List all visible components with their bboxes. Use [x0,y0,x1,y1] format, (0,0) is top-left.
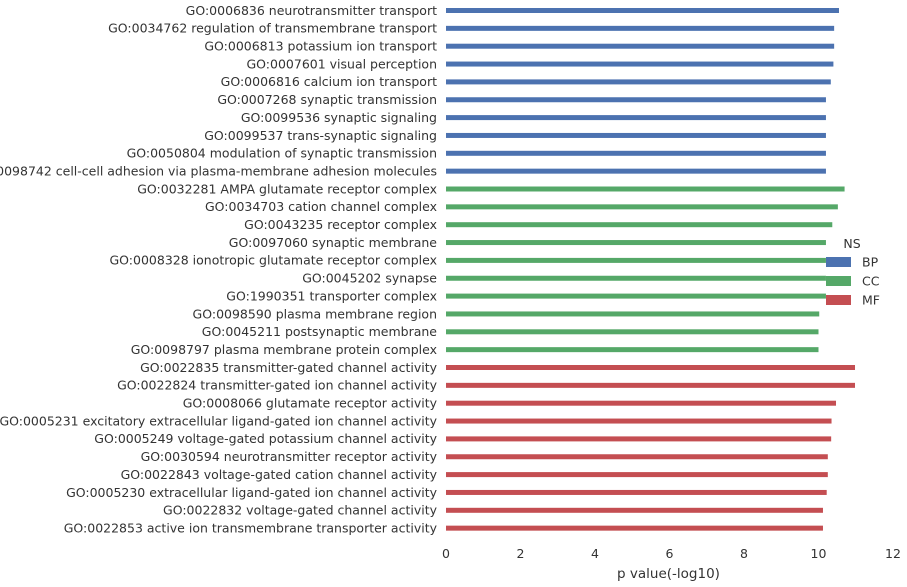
category-label: GO:0045211 postsynaptic membrane [202,324,438,339]
category-label: GO:1990351 transporter complex [226,288,437,303]
legend-swatch-mf [826,295,851,305]
bar-18 [446,311,820,317]
bar-13 [446,222,833,228]
category-label: GO:0022832 voltage-gated channel activit… [163,503,438,518]
category-label: GO:0006813 potassium ion transport [204,39,437,54]
bar-6 [446,97,826,103]
category-label: GO:0098742 cell-cell adhesion via plasma… [0,163,437,178]
category-label: GO:0008066 glutamate receptor activity [183,396,438,411]
x-tick-label: 12 [885,546,901,561]
bar-16 [446,275,826,281]
category-label: GO:0005249 voltage-gated potassium chann… [94,431,437,446]
bar-21 [446,365,856,370]
category-label: GO:0032281 AMPA glutamate receptor compl… [137,181,437,196]
category-label: GO:0099537 trans-synaptic signaling [204,128,437,143]
category-label: GO:0099536 synaptic signaling [241,110,437,125]
x-tick-label: 8 [740,546,748,561]
bar-4 [446,61,834,67]
category-label: GO:0030594 neurotransmitter receptor act… [141,449,438,464]
category-label: GO:0007601 visual perception [246,56,437,71]
bar-17 [446,293,826,299]
x-tick-label: 4 [591,546,599,561]
bar-5 [446,79,831,85]
bar-11 [446,186,845,192]
category-label: GO:0008328 ionotropic glutamate receptor… [110,253,438,268]
category-label: GO:0050804 modulation of synaptic transm… [127,146,437,161]
category-label: GO:0022843 voltage-gated cation channel … [121,467,438,482]
category-label: GO:0034703 cation channel complex [205,199,437,214]
category-label: GO:0005230 extracellular ligand-gated io… [66,485,438,500]
category-label: GO:0045202 synapse [302,271,437,286]
legend: NS BP CC MF [826,236,880,308]
x-tick-label: 10 [811,546,827,561]
x-axis-title: p value(-log10) [617,566,720,582]
legend-label-cc: CC [862,274,880,289]
category-label: GO:0006836 neurotransmitter transport [186,3,437,18]
bar-3 [446,43,835,49]
category-label: GO:0022853 active ion transmembrane tran… [64,520,438,535]
category-label: GO:0098590 plasma membrane region [193,306,437,321]
legend-title: NS [843,236,860,251]
bar-20 [446,347,819,353]
category-label: GO:0098797 plasma membrane protein compl… [131,342,437,357]
bar-2 [446,25,835,31]
category-label: GO:0022824 transmitter-gated ion channel… [117,378,438,393]
legend-swatch-bp [826,257,851,267]
legend-label-bp: BP [862,255,879,270]
bars [446,8,856,531]
bar-7 [446,115,826,121]
bar-15 [446,257,826,263]
category-label: GO:0034762 regulation of transmembrane t… [108,21,437,36]
category-label: GO:0007268 synaptic transmission [217,92,437,107]
x-tick-label: 2 [517,546,525,561]
bar-14 [446,240,826,246]
bar-12 [446,204,838,210]
category-labels: GO:0006836 neurotransmitter transport GO:… [0,3,438,536]
bar-9 [446,150,826,156]
bar-30 [446,525,823,531]
x-tick-label: 0 [442,546,450,561]
bar-26 [446,454,828,460]
bar-1 [446,8,839,13]
category-label: GO:0005231 excitatory extracellular liga… [0,413,438,428]
category-label: GO:0006816 calcium ion transport [221,74,437,89]
bar-29 [446,507,823,513]
bar-25 [446,436,832,442]
x-axis: p value(-log10) 0 2 4 6 8 10 12 [442,546,901,582]
x-tick-label: 6 [666,546,674,561]
legend-swatch-cc [826,276,851,286]
bar-28 [446,489,827,495]
bar-10 [446,168,826,174]
category-label: GO:0022835 transmitter-gated channel act… [140,360,437,375]
category-label: GO:0043235 receptor complex [244,217,437,232]
category-label: GO:0097060 synaptic membrane [229,235,438,250]
bar-23 [446,400,837,406]
bar-24 [446,418,832,424]
bar-22 [446,382,856,388]
bar-27 [446,472,828,478]
bar-8 [446,132,826,138]
bar-19 [446,329,819,335]
legend-label-mf: MF [862,293,880,308]
